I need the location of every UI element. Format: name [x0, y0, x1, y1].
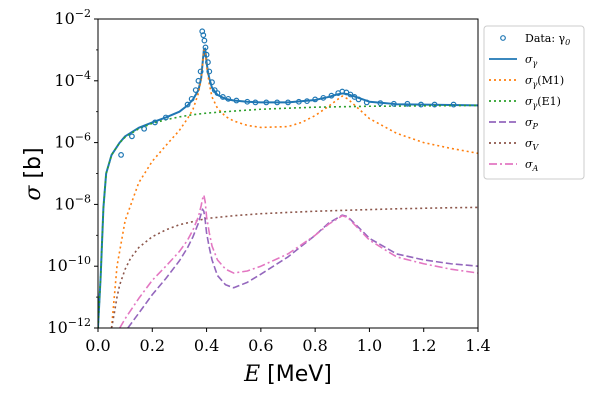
x-tick-label: 1.2	[411, 336, 436, 355]
x-tick-label: 0.2	[140, 336, 165, 355]
data-point	[233, 97, 240, 104]
data-point	[201, 37, 208, 44]
data-point	[320, 94, 327, 101]
data-point	[225, 95, 232, 102]
legend-label: σγ(M1)	[525, 74, 564, 89]
data-point	[285, 99, 291, 106]
x-tick-label: 1.0	[357, 336, 382, 355]
data-point	[200, 32, 207, 39]
data-point	[141, 125, 148, 132]
data-point	[355, 96, 362, 103]
data-point	[418, 101, 424, 108]
data-point	[244, 98, 251, 105]
y-tick-label: 10−4	[54, 69, 91, 90]
x-tick-label: 0.6	[248, 336, 273, 355]
data-point	[203, 51, 210, 58]
data-point	[202, 44, 209, 51]
data-point	[209, 79, 215, 86]
x-axis-label: E [MeV]	[243, 362, 332, 387]
data-point	[263, 99, 270, 106]
legend-label: σA	[525, 158, 539, 173]
series-line-4	[127, 208, 478, 328]
y-axis-label: σ [b]	[21, 147, 46, 200]
data-point	[184, 101, 191, 108]
plot-area-background	[98, 19, 478, 328]
y-tick-label: 10−12	[47, 316, 91, 337]
data-markers	[118, 28, 457, 158]
y-tick-label: 10−2	[54, 7, 91, 28]
data-point	[162, 114, 169, 121]
data-point	[431, 101, 438, 108]
data-point	[118, 151, 124, 158]
data-point	[312, 96, 319, 103]
data-point	[206, 68, 213, 75]
x-axis-variable: E	[243, 362, 260, 387]
x-axis-unit: [MeV]	[260, 362, 332, 387]
data-point	[252, 99, 259, 106]
series-line-1	[98, 47, 478, 328]
data-point	[152, 119, 158, 126]
data-point	[219, 94, 226, 100]
data-point	[188, 95, 195, 102]
series-line-6	[119, 194, 478, 328]
legend: Data: γ0 σγ σγ(M1) σγ(E1) σP σV σA	[483, 25, 585, 180]
data-point	[205, 59, 211, 66]
data-point	[390, 100, 397, 107]
y-axis-unit: [b]	[21, 147, 46, 185]
y-tick-label: 10−6	[54, 131, 91, 152]
data-point	[351, 94, 358, 100]
data-point	[347, 91, 354, 98]
y-tick-label: 10−8	[54, 192, 91, 213]
data-point	[274, 99, 281, 106]
data-point	[363, 99, 370, 106]
data-point	[214, 90, 221, 96]
legend-label: σV	[525, 137, 540, 152]
legend-frame	[483, 25, 585, 180]
x-tick-label: 0.4	[194, 336, 219, 355]
data-point	[304, 98, 310, 105]
data-point	[450, 101, 457, 108]
data-point	[129, 133, 135, 140]
data-point	[195, 77, 202, 84]
data-point	[377, 100, 384, 106]
data-point	[328, 92, 335, 99]
legend-label: σγ	[525, 53, 538, 68]
data-point	[192, 87, 199, 93]
legend-marker	[500, 35, 506, 41]
series-curves	[98, 47, 478, 328]
y-axis-variable: σ	[21, 185, 46, 201]
data-point	[404, 100, 411, 107]
y-tick-label: 10−10	[47, 254, 91, 275]
axis-ticks: 0.0 0.2 0.4 0.6 0.8 1.0 1.2 1.4 10−12 10−10 10−8 10…	[47, 7, 490, 355]
legend-label: σP	[525, 116, 539, 131]
data-point	[197, 68, 204, 75]
x-tick-label: 0.0	[85, 336, 110, 355]
legend-label: Data: γ0	[525, 32, 570, 47]
legend-label: σγ(E1)	[525, 95, 561, 110]
x-tick-label: 0.8	[302, 336, 327, 355]
x-tick-label: 1.4	[465, 336, 490, 355]
data-point	[295, 98, 302, 105]
